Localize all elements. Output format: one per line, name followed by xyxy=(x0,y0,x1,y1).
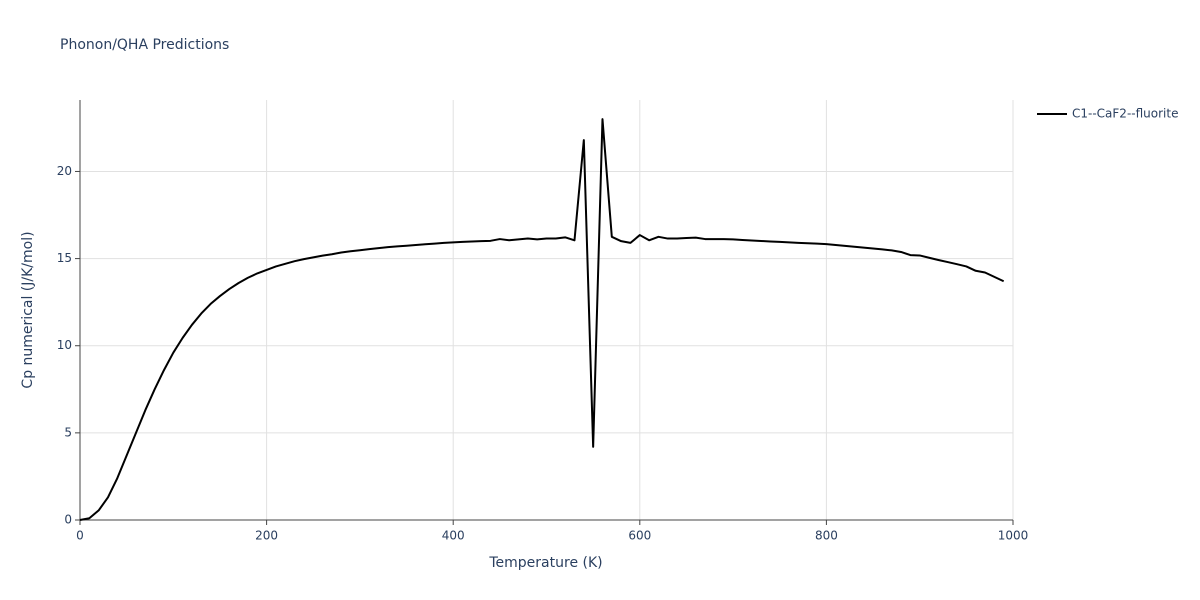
chart-title: Phonon/QHA Predictions xyxy=(60,37,229,53)
x-tick-label: 0 xyxy=(76,529,84,543)
y-axis-title: Cp numerical (J/K/mol) xyxy=(20,231,36,388)
x-tick-label: 600 xyxy=(628,529,651,543)
x-axis-title: Temperature (K) xyxy=(488,555,602,571)
y-tick-label: 5 xyxy=(64,425,72,439)
legend-label: C1--CaF2--fluorite xyxy=(1072,107,1178,121)
data-line xyxy=(79,118,1005,521)
y-tick-label: 10 xyxy=(57,338,72,352)
x-tick-label: 200 xyxy=(255,529,278,543)
x-tick-label: 800 xyxy=(815,529,838,543)
y-tick-label: 20 xyxy=(57,164,72,178)
y-tick-label: 15 xyxy=(57,251,72,265)
x-tick-label: 400 xyxy=(442,529,465,543)
x-tick-label: 1000 xyxy=(998,529,1029,543)
y-tick-label: 0 xyxy=(64,513,72,527)
